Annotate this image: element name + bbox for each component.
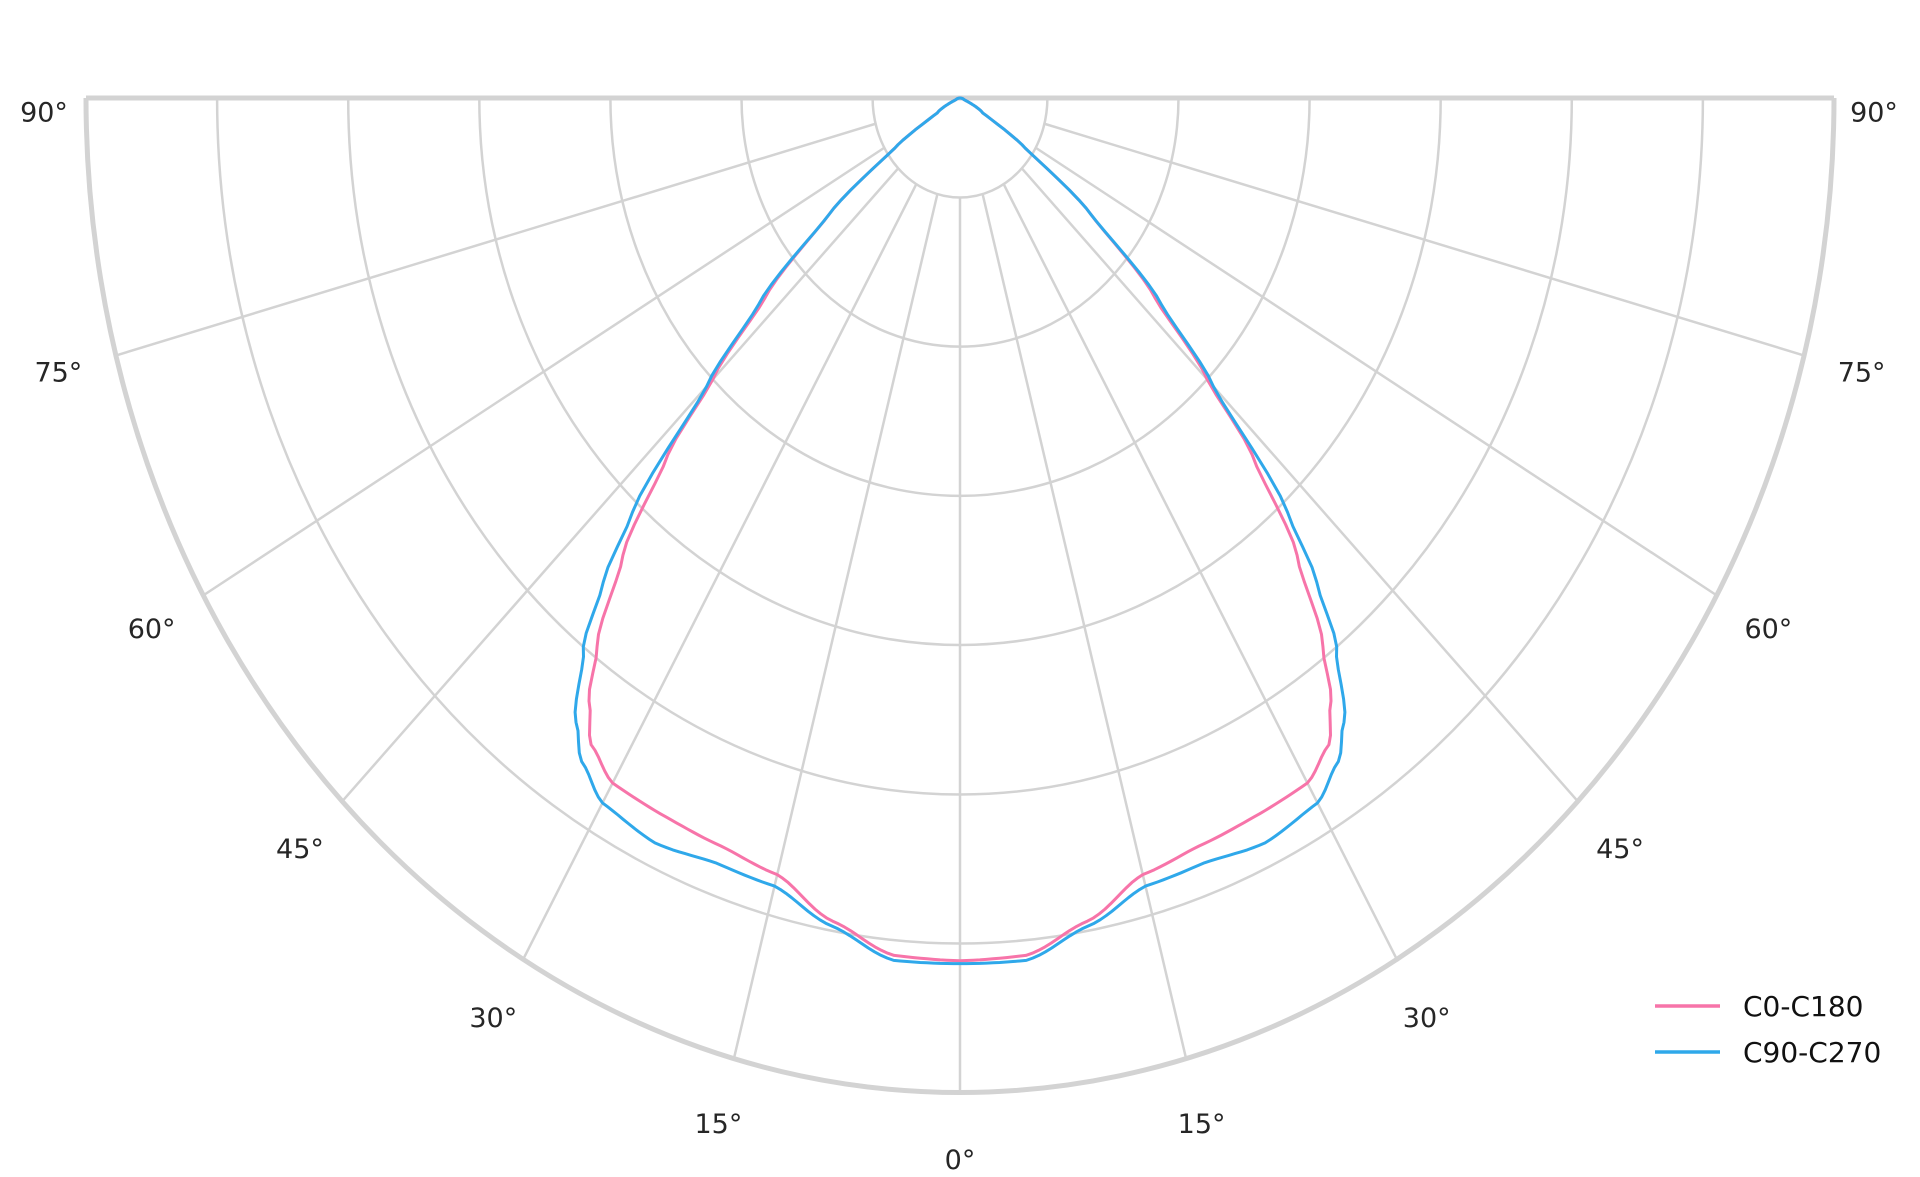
series-line-c90-c270 xyxy=(573,96,1347,966)
angle-label: 75° xyxy=(1838,358,1886,389)
legend-label-c90-c270: C90-C270 xyxy=(1743,1036,1881,1069)
grid-spoke xyxy=(202,146,885,597)
angle-label: 45° xyxy=(1596,834,1644,865)
angle-label: 15° xyxy=(1178,1109,1226,1140)
legend: C0-C180 C90-C270 xyxy=(1655,990,1881,1069)
angle-label: 90° xyxy=(20,98,68,129)
angle-label: 60° xyxy=(1744,614,1792,645)
grid-spoke xyxy=(341,167,900,803)
angle-tick-labels: 0° 15° 15° 30° 30° 45° 45° 60° 60° 75° 75° 90° 90° xyxy=(20,98,1898,1177)
grid-ring xyxy=(871,97,1049,199)
grid-spoke xyxy=(115,122,876,357)
angle-label: 30° xyxy=(1403,1003,1451,1034)
legend-label-c0-c180: C0-C180 xyxy=(1743,990,1863,1023)
grid-spoke xyxy=(732,193,939,1060)
grid-spoke xyxy=(521,183,918,961)
angle-label: 15° xyxy=(694,1109,742,1140)
angle-label: 45° xyxy=(276,834,324,865)
grid-spoke xyxy=(981,193,1188,1060)
angle-label: 0° xyxy=(945,1145,976,1176)
angle-label: 60° xyxy=(128,614,176,645)
angle-label: 75° xyxy=(34,358,82,389)
grid-spoke xyxy=(1035,146,1718,597)
grid-spoke xyxy=(1002,183,1399,961)
grid xyxy=(83,95,1837,1096)
grid-spoke xyxy=(1020,167,1579,803)
angle-label: 30° xyxy=(469,1003,517,1034)
series-curves xyxy=(573,96,1347,966)
grid-spoke xyxy=(1044,122,1805,357)
angle-label: 90° xyxy=(1850,98,1898,129)
